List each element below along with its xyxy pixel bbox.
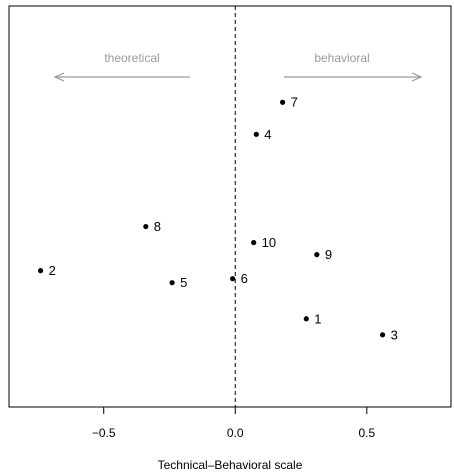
data-point-label-2: 2 xyxy=(49,263,56,278)
data-point-label-8: 8 xyxy=(154,219,161,234)
behavioral-label: behavioral xyxy=(314,51,369,65)
data-point-7 xyxy=(280,99,286,105)
plot-area: theoretical behavioral 1 2 3 4 5 6 7 8 9 10 xyxy=(8,5,452,408)
data-point-5 xyxy=(169,280,175,286)
data-point-label-5: 5 xyxy=(180,275,187,290)
data-point-2 xyxy=(37,268,44,274)
data-point-10 xyxy=(251,239,257,246)
data-point-label-3: 3 xyxy=(391,327,398,342)
data-point-4 xyxy=(253,131,259,137)
data-point-label-4: 4 xyxy=(264,127,271,142)
behavioral-arrow: behavioral xyxy=(284,51,423,82)
data-point-6 xyxy=(230,276,236,282)
x-axis-title: Technical–Behavioral scale xyxy=(158,458,303,472)
x-tick-label-2: 0.5 xyxy=(358,426,375,440)
data-point-3 xyxy=(379,332,386,338)
data-point-9 xyxy=(314,252,320,258)
data-point-label-6: 6 xyxy=(241,271,248,286)
data-point-label-9: 9 xyxy=(325,247,332,262)
data-point-8 xyxy=(143,223,149,230)
data-point-1 xyxy=(303,316,309,322)
x-tick-label-0: −0.5 xyxy=(92,426,116,440)
plot-frame xyxy=(8,5,452,408)
data-points: 1 2 3 4 5 6 7 8 9 10 xyxy=(37,95,398,342)
data-point-label-7: 7 xyxy=(291,95,298,110)
theoretical-arrow: theoretical xyxy=(53,51,190,82)
data-point-label-1: 1 xyxy=(314,311,321,326)
theoretical-arrowhead xyxy=(53,72,65,82)
theoretical-label: theoretical xyxy=(104,51,159,65)
x-tick-label-1: 0.0 xyxy=(227,426,244,440)
data-point-label-10: 10 xyxy=(262,235,276,250)
x-axis: −0.5 0.0 0.5 xyxy=(92,407,375,440)
behavioral-arrowhead xyxy=(411,72,423,82)
